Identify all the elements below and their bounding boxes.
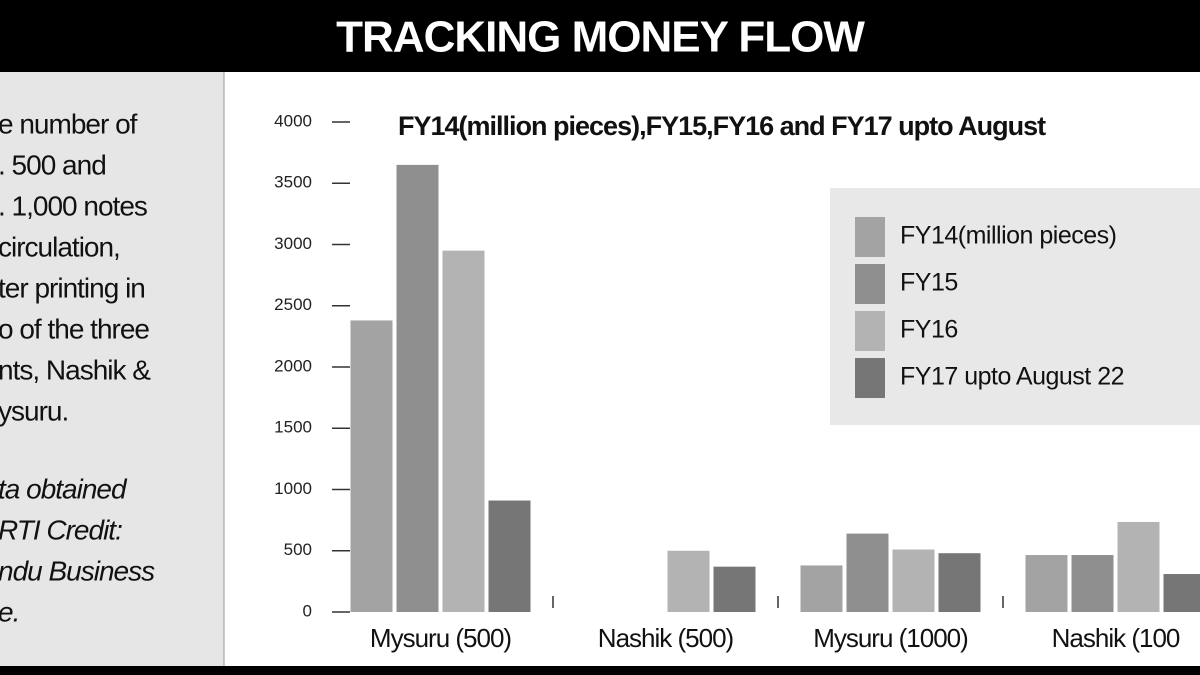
y-tick-label: 2000 bbox=[274, 356, 312, 375]
bar bbox=[938, 553, 981, 612]
bar bbox=[396, 164, 439, 612]
sidebar bbox=[0, 72, 224, 668]
legend-swatch bbox=[855, 264, 885, 304]
x-tick-label: Mysuru (1000) bbox=[813, 623, 968, 653]
legend-swatch bbox=[855, 358, 885, 398]
bar bbox=[846, 533, 889, 612]
bar bbox=[488, 500, 531, 612]
legend-box bbox=[830, 188, 1200, 425]
y-tick-label: 4000 bbox=[274, 111, 312, 130]
bar bbox=[442, 250, 485, 612]
bar bbox=[1163, 574, 1200, 612]
sidebar-text: e number of bbox=[0, 108, 138, 139]
bar bbox=[1071, 555, 1114, 612]
legend-label: FY16 bbox=[900, 316, 958, 344]
y-tick-label: 2500 bbox=[274, 295, 312, 314]
bar bbox=[800, 565, 843, 612]
x-tick-label: Nashik (100 bbox=[1052, 623, 1180, 653]
y-tick-label: 3000 bbox=[274, 234, 312, 253]
y-tick-label: 500 bbox=[284, 540, 312, 559]
x-tick-label: Mysuru (500) bbox=[370, 623, 511, 653]
footer-bar bbox=[0, 666, 1200, 675]
legend-swatch bbox=[855, 311, 885, 351]
sidebar-text: o of the three bbox=[0, 313, 149, 344]
sidebar-text: ter printing in bbox=[0, 272, 145, 303]
sidebar-note: ta obtained bbox=[0, 473, 128, 504]
bar bbox=[667, 550, 710, 612]
bar bbox=[1025, 555, 1068, 612]
x-tick-label: Nashik (500) bbox=[598, 623, 734, 653]
sidebar-text: . 1,000 notes bbox=[0, 190, 147, 221]
bar bbox=[350, 320, 393, 612]
sidebar-text: . 500 and bbox=[0, 149, 106, 180]
legend-swatch bbox=[855, 217, 885, 257]
sidebar-text: nts, Nashik & bbox=[0, 354, 151, 385]
chart-title: FY14(million pieces),FY15,FY16 and FY17 … bbox=[398, 111, 1046, 141]
legend-label: FY15 bbox=[900, 269, 958, 297]
bar bbox=[892, 549, 935, 612]
header-bar bbox=[0, 0, 1200, 72]
sidebar-text: circulation, bbox=[0, 231, 120, 262]
sidebar-note: RTI Credit: bbox=[0, 514, 122, 545]
sidebar-note: e. bbox=[0, 596, 19, 627]
bar bbox=[713, 566, 756, 612]
legend-label: FY17 upto August 22 bbox=[900, 363, 1124, 391]
sidebar-note: ndu Business bbox=[0, 555, 155, 586]
bar bbox=[1117, 521, 1160, 612]
header-title: TRACKING MONEY FLOW bbox=[336, 13, 865, 62]
y-tick-label: 0 bbox=[303, 601, 312, 620]
legend-label: FY14(million pieces) bbox=[900, 222, 1116, 250]
y-tick-label: 1500 bbox=[274, 418, 312, 437]
sidebar-text: ysuru. bbox=[0, 395, 68, 426]
y-tick-label: 1000 bbox=[274, 479, 312, 498]
y-tick-label: 3500 bbox=[274, 173, 312, 192]
